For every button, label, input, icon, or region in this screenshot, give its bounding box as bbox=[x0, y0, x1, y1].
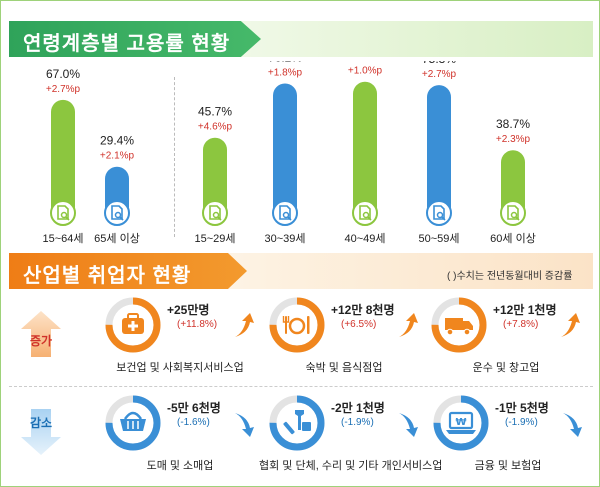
industry-name: 운수 및 창고업 bbox=[472, 362, 540, 374]
delivery-truck-icon bbox=[445, 318, 473, 336]
industry-name: 협회 및 단체, 수리 및 기타 개인서비스업 bbox=[259, 460, 443, 472]
chart-divider bbox=[174, 77, 175, 237]
progress-ring bbox=[269, 395, 325, 451]
value-label-2: 45.7% bbox=[198, 105, 232, 119]
medical-kit-icon bbox=[122, 313, 144, 334]
category-label-3: 30~39세 bbox=[264, 232, 305, 245]
industry-change: (-1.9%) bbox=[505, 417, 538, 428]
industry-item: -2만 1천명 (-1.9%) 협회 및 단체, 수리 및 기타 개인서비스업 bbox=[259, 395, 442, 475]
industry-change: (-1.9%) bbox=[341, 417, 374, 428]
section-banner-age: 연령계층별 고용률 현황 bbox=[9, 21, 593, 57]
value-label-5: 75.3% bbox=[422, 61, 456, 66]
industry-value: -5만 6천명 bbox=[167, 401, 221, 415]
change-rate-note: ( )수치는 전년동월대비 증감률 bbox=[447, 271, 573, 282]
industry-item: -5만 6천명 (-1.6%) 도매 및 소매업 bbox=[105, 395, 255, 475]
document-search-icon bbox=[202, 200, 228, 226]
category-label-5: 50~59세 bbox=[418, 232, 459, 245]
value-label-0: 67.0% bbox=[46, 67, 80, 81]
change-label-0: +2.7%p bbox=[46, 84, 81, 95]
trend-up-icon bbox=[399, 313, 418, 337]
section-title-age: 연령계층별 고용률 현황 bbox=[23, 33, 231, 55]
document-search-icon bbox=[50, 200, 76, 226]
document-search-icon bbox=[352, 200, 378, 226]
category-label-6: 60세 이상 bbox=[490, 232, 536, 245]
section-title-industry: 산업별 취업자 현황 bbox=[23, 265, 192, 287]
progress-ring bbox=[431, 297, 487, 353]
industry-item: ₩ -1만 5천명 (-1.9%) 금융 및 보험업 bbox=[433, 395, 583, 475]
section-banner-industry: 산업별 취업자 현황 bbox=[9, 253, 593, 289]
industry-change: (+7.8%) bbox=[503, 319, 539, 330]
industry-item: +12만 8천명 (+6.5%) 숙박 및 음식점업 bbox=[269, 297, 419, 377]
shopping-basket-icon bbox=[120, 411, 146, 431]
dining-plate-icon bbox=[282, 316, 310, 335]
category-label-2: 15~29세 bbox=[194, 232, 235, 245]
category-label-1: 65세 이상 bbox=[94, 232, 140, 245]
industry-value: +12만 1천명 bbox=[493, 303, 557, 317]
category-label-0: 15~64세 bbox=[42, 232, 83, 245]
svg-text:₩: ₩ bbox=[455, 417, 466, 428]
industry-separator bbox=[9, 386, 593, 387]
progress-ring: ₩ bbox=[433, 395, 489, 451]
bar-4 bbox=[353, 81, 377, 219]
category-label-4: 40~49세 bbox=[344, 232, 385, 245]
industry-item: +12만 1천명 (+7.8%) 운수 및 창고업 bbox=[431, 297, 581, 377]
change-label-5: +2.7%p bbox=[422, 69, 457, 80]
progress-ring bbox=[105, 395, 161, 451]
decrease-arrow-icon bbox=[21, 409, 61, 455]
value-label-1: 29.4% bbox=[100, 134, 134, 148]
trend-down-icon bbox=[563, 413, 582, 437]
won-laptop-icon: ₩ bbox=[446, 411, 476, 434]
document-search-icon bbox=[426, 200, 452, 226]
industry-value: +25만명 bbox=[167, 303, 210, 317]
industry-name: 금융 및 보험업 bbox=[474, 460, 542, 472]
value-label-3: 76.2% bbox=[268, 61, 302, 65]
industry-change: (+6.5%) bbox=[341, 319, 377, 330]
tools-icon bbox=[283, 410, 311, 435]
value-label-4: 77.2% bbox=[348, 61, 382, 63]
trend-up-icon bbox=[561, 313, 580, 337]
change-label-2: +4.6%p bbox=[198, 122, 233, 133]
document-search-icon bbox=[500, 200, 526, 226]
progress-ring bbox=[105, 297, 161, 353]
change-label-1: +2.1%p bbox=[100, 151, 135, 162]
bar-3 bbox=[273, 83, 297, 219]
trend-down-icon bbox=[235, 413, 254, 437]
industry-value: -1만 5천명 bbox=[495, 401, 549, 415]
bar-5 bbox=[427, 85, 451, 219]
bar-2 bbox=[203, 137, 227, 219]
industry-name: 도매 및 소매업 bbox=[146, 460, 214, 472]
document-search-icon bbox=[104, 200, 130, 226]
industry-value: -2만 1천명 bbox=[331, 401, 385, 415]
industry-value: +12만 8천명 bbox=[331, 303, 395, 317]
progress-ring bbox=[269, 297, 325, 353]
increase-arrow-icon bbox=[21, 311, 61, 357]
increase-label: 증가 bbox=[29, 334, 53, 348]
industry-change: (+11.8%) bbox=[177, 319, 218, 330]
change-label-4: +1.0%p bbox=[348, 66, 383, 77]
employment-rate-chart: 67.0% +2.7%p 15~64세 29.4% +2.1%p 65세 이상 45.7% +… bbox=[42, 61, 536, 245]
change-label-6: +2.3%p bbox=[496, 134, 531, 145]
document-search-icon bbox=[272, 200, 298, 226]
bar-0 bbox=[51, 99, 75, 219]
industry-name: 보건업 및 사회복지서비스업 bbox=[116, 362, 244, 374]
change-label-3: +1.8%p bbox=[268, 68, 303, 79]
decrease-label: 감소 bbox=[29, 416, 53, 430]
industry-change: (-1.6%) bbox=[177, 417, 210, 428]
trend-up-icon bbox=[235, 313, 254, 337]
industry-item: +25만명 (+11.8%) 보건업 및 사회복지서비스업 bbox=[105, 297, 255, 377]
industry-name: 숙박 및 음식점업 bbox=[305, 362, 383, 374]
trend-down-icon bbox=[399, 413, 418, 437]
value-label-6: 38.7% bbox=[496, 117, 530, 131]
